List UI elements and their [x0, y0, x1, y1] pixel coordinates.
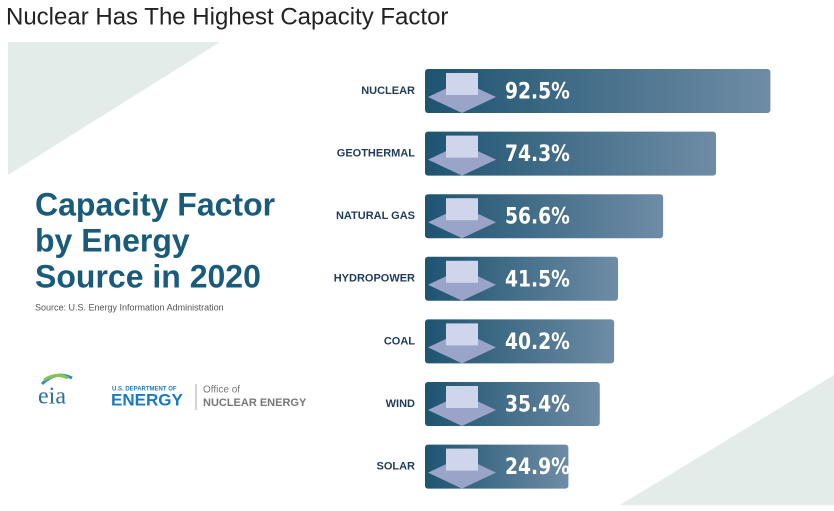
bg-shape [620, 375, 834, 505]
category-label: HYDROPOWER [334, 273, 415, 285]
bar [425, 69, 771, 113]
icon-body [446, 135, 478, 158]
icon-body [446, 386, 478, 408]
icon-body [446, 198, 478, 221]
value-label: 35.4% [505, 391, 570, 417]
value-label: 24.9% [505, 454, 570, 480]
icon-body [446, 73, 478, 95]
eia-swoosh [43, 373, 69, 382]
icon-body [446, 260, 478, 283]
icon-base [428, 331, 496, 364]
doe-logo: ENERGY [111, 390, 183, 409]
chart-title: Source in 2020 [35, 258, 261, 294]
category-label: GEOTHERMAL [337, 148, 416, 160]
icon-body [446, 448, 478, 471]
icon-base [428, 81, 496, 113]
office-logo: Office of [203, 385, 240, 396]
doe-logo: U.S. DEPARTMENT OF [112, 387, 177, 393]
icon-base [428, 206, 496, 239]
category-label: NUCLEAR [361, 85, 415, 97]
chart-title: by Energy [35, 222, 190, 258]
icon-base [428, 268, 496, 301]
page-title: Nuclear Has The Highest Capacity Factor [6, 3, 448, 30]
icon-base [428, 456, 496, 489]
chart-title: Capacity Factor [35, 186, 275, 222]
value-label: 92.5% [505, 78, 570, 104]
icon-body [446, 323, 478, 346]
value-label: 41.5% [505, 266, 570, 292]
value-label: 56.6% [505, 203, 570, 229]
category-label: COAL [384, 335, 415, 347]
icon-base [428, 394, 496, 426]
eia-logo: eia [38, 384, 66, 410]
value-label: 74.3% [505, 141, 570, 167]
office-logo: NUCLEAR ENERGY [203, 397, 307, 409]
value-label: 40.2% [505, 328, 570, 354]
bg-shape [8, 42, 220, 175]
source: Source: U.S. Energy Information Administ… [35, 302, 224, 312]
bar [425, 131, 717, 176]
category-label: NATURAL GAS [336, 210, 415, 222]
category-label: SOLAR [377, 461, 416, 473]
category-label: WIND [386, 398, 415, 410]
icon-base [428, 143, 496, 176]
